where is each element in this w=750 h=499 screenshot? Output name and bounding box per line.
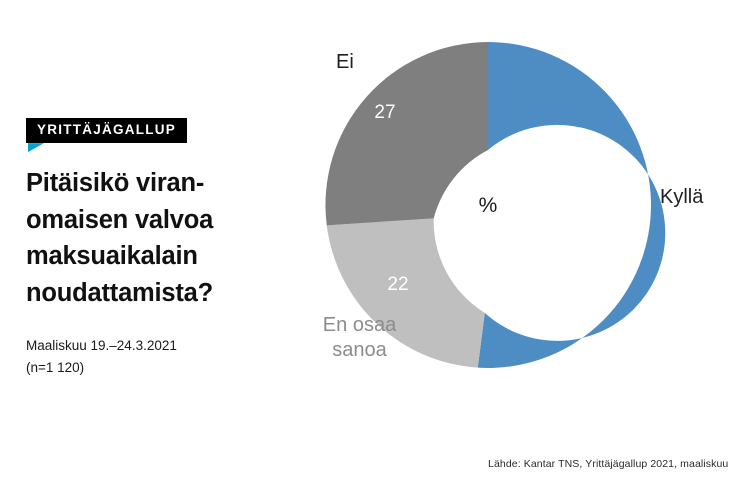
brand-badge: YRITTÄJÄGALLUP xyxy=(26,118,187,144)
category-label-en-osaa-sanoa-line-1: En osaa xyxy=(322,314,397,336)
editorial-column: YRITTÄJÄGALLUP Pitäisikö viran- omaisen … xyxy=(26,118,316,379)
donut-slice-ei xyxy=(325,42,488,226)
center-unit-label: % xyxy=(479,194,498,217)
headline-line-3: maksuaikalain xyxy=(26,242,198,271)
donut-slice-kylla xyxy=(477,42,666,369)
survey-period: Maaliskuu 19.–24.3.2021 xyxy=(26,338,177,354)
headline-line-1: Pitäisikö viran- xyxy=(26,169,205,198)
category-label-kylla: Kyllä xyxy=(660,186,704,208)
slice-value-en-osaa-sanoa: 22 xyxy=(387,274,408,295)
category-label-en-osaa-sanoa: En osaa sanoa xyxy=(292,313,427,363)
slice-value-ei: 27 xyxy=(374,102,395,123)
headline-line-2: omaisen valvoa xyxy=(26,205,214,234)
category-label-ei: Ei xyxy=(336,51,354,73)
page-title: Pitäisikö viran- omaisen valvoa maksuaik… xyxy=(26,165,296,311)
category-label-en-osaa-sanoa-line-2: sanoa xyxy=(332,339,387,361)
survey-metadata: Maaliskuu 19.–24.3.2021 (n=1 120) xyxy=(26,335,316,379)
accent-triangle-icon xyxy=(28,143,44,153)
brand-badge-group: YRITTÄJÄGALLUP xyxy=(26,118,187,153)
donut-slice-en-osaa-sanoa xyxy=(326,218,485,368)
headline-line-4: noudattamista? xyxy=(26,278,214,307)
survey-sample-size: (n=1 120) xyxy=(26,360,85,376)
donut-chart-svg: 51 22 27 % xyxy=(325,42,666,369)
slice-value-kylla: 51 xyxy=(604,196,625,217)
source-attribution: Lähde: Kantar TNS, Yrittäjägallup 2021, … xyxy=(488,458,729,470)
donut-chart: 51 22 27 % Ei Kyllä En osaa sanoa xyxy=(300,0,750,420)
